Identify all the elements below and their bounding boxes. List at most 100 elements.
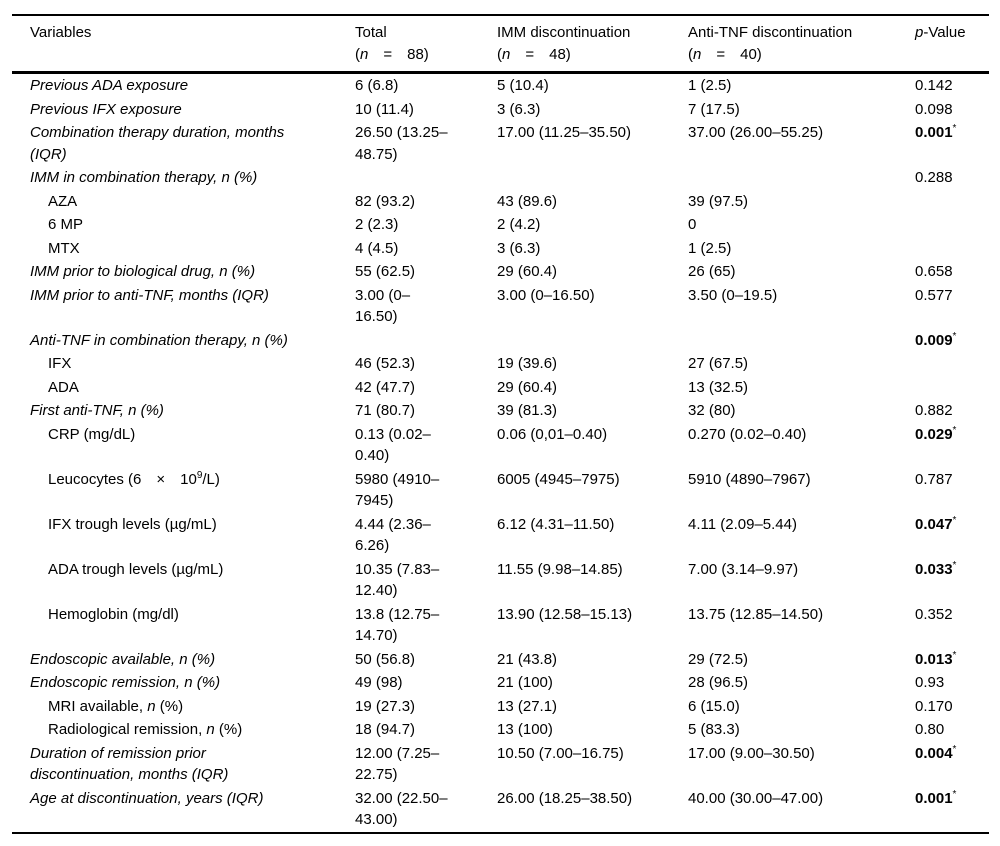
value-cell: 18 (94.7) bbox=[355, 721, 416, 738]
value-cell: 5 (83.3) bbox=[688, 721, 740, 738]
p-value: 0.142 bbox=[915, 77, 953, 94]
superscript-text: 9 bbox=[196, 469, 203, 481]
p-value-cell: 0.013* bbox=[915, 648, 989, 672]
variable-label: IFX trough levels (µg/mL) bbox=[12, 513, 355, 558]
text-segment: MTX bbox=[48, 239, 80, 257]
table-row: Hemoglobin (mg/dl) 13.8 (12.75– 14.70) 13.… bbox=[12, 603, 989, 648]
p-value-cell: 0.047* bbox=[915, 513, 989, 558]
p-value: 0.033 bbox=[915, 560, 953, 578]
variable-label: ADA trough levels (µg/mL) bbox=[12, 558, 355, 603]
table-row: IFX 46 (52.3) 19 (39.6) 27 (67.5) bbox=[12, 352, 989, 376]
p-value-cell: 0.787 bbox=[915, 468, 989, 513]
value-cell: 21 (43.8) bbox=[497, 650, 558, 668]
table-row: Duration of remission prior discontinuat… bbox=[12, 742, 989, 787]
table-row: ADA trough levels (µg/mL) 10.35 (7.83– 12… bbox=[12, 558, 989, 603]
value-cell: 0.13 (0.02– 0.40) bbox=[355, 425, 431, 465]
text-segment: Combination therapy duration, months (IQ… bbox=[30, 124, 285, 163]
text-segment: = 88) bbox=[368, 46, 429, 63]
table-row: Anti-TNF in combination therapy, n (%) 0.… bbox=[12, 329, 989, 353]
text-segment: n bbox=[206, 721, 215, 738]
significance-asterisk: * bbox=[952, 559, 957, 571]
variable-label: Previous ADA exposure bbox=[12, 73, 355, 98]
variable-label: IMM prior to anti-TNF, months (IQR) bbox=[12, 284, 355, 329]
table-body: Previous ADA exposure 6 (6.8) 5 (10.4) 1 (2… bbox=[12, 73, 989, 833]
p-value-cell: 0.80 bbox=[915, 718, 989, 742]
text-segment: ( bbox=[497, 46, 502, 63]
text-segment: IMM prior to anti-TNF, months (IQR) bbox=[30, 286, 269, 304]
p-value-cell bbox=[915, 190, 989, 214]
table-row: Previous ADA exposure 6 (6.8) 5 (10.4) 1 (2… bbox=[12, 73, 989, 98]
table-row: MRI available, n (%) 19 (27.3) 13 (27.1) 6 … bbox=[12, 695, 989, 719]
value-cell: 13.8 (12.75– 14.70) bbox=[355, 605, 440, 645]
column-header-p-value: p-Value bbox=[915, 15, 989, 74]
table-row: Age at discontinuation, years (IQR) 32.00… bbox=[12, 787, 989, 833]
p-value-cell bbox=[915, 213, 989, 237]
value-cell: 3.00 (0– 16.50) bbox=[355, 286, 411, 326]
value-cell: 29 (60.4) bbox=[497, 378, 558, 396]
variable-label: Hemoglobin (mg/dl) bbox=[12, 603, 355, 648]
text-segment: p bbox=[915, 24, 924, 41]
text-segment: IMM prior to biological drug, n (%) bbox=[30, 263, 256, 280]
variable-label: IMM in combination therapy, n (%) bbox=[12, 166, 355, 190]
table-row: AZA 82 (93.2) 43 (89.6) 39 (97.5) bbox=[12, 190, 989, 214]
column-sample-size: (n = 48) bbox=[497, 44, 680, 66]
value-cell: 26.50 (13.25– 48.75) bbox=[355, 124, 448, 163]
value-cell bbox=[355, 329, 497, 353]
p-value: 0.787 bbox=[915, 470, 953, 488]
column-title: IMM discontinuation bbox=[497, 22, 680, 44]
p-value: 0.170 bbox=[915, 697, 953, 715]
p-value-cell: 0.577 bbox=[915, 284, 989, 329]
text-segment: Leucocytes (6 × 10 bbox=[48, 470, 197, 488]
table-row: Endoscopic available, n (%) 50 (56.8) 21 (… bbox=[12, 648, 989, 672]
significance-asterisk: * bbox=[952, 514, 957, 526]
column-header-imm-discontinuation: IMM discontinuation (n = 48) bbox=[497, 15, 688, 74]
text-segment: n bbox=[147, 697, 156, 715]
value-cell: 0 bbox=[688, 216, 697, 233]
p-value: 0.001 bbox=[915, 124, 953, 141]
p-value-cell: 0.93 bbox=[915, 671, 989, 695]
text-segment: IFX bbox=[48, 355, 72, 372]
value-cell: 43 (89.6) bbox=[497, 192, 558, 210]
variable-label: Combination therapy duration, months (IQ… bbox=[12, 121, 355, 166]
value-cell: 13.90 (12.58–15.13) bbox=[497, 605, 633, 623]
significance-asterisk: * bbox=[952, 743, 957, 755]
value-cell: 4.44 (2.36– 6.26) bbox=[355, 515, 431, 555]
variable-label: Endoscopic remission, n (%) bbox=[12, 671, 355, 695]
column-title: Anti-TNF discontinuation bbox=[688, 22, 907, 44]
p-value-cell: 0.098 bbox=[915, 98, 989, 122]
value-cell: 13 (100) bbox=[497, 721, 553, 738]
value-cell: 4.11 (2.09–5.44) bbox=[688, 515, 797, 533]
text-segment: Age at discontinuation, years (IQR) bbox=[30, 789, 264, 807]
variable-label: IMM prior to biological drug, n (%) bbox=[12, 260, 355, 284]
text-segment: (%) bbox=[214, 721, 243, 738]
value-cell: 6 (6.8) bbox=[355, 77, 399, 94]
text-segment: n bbox=[360, 46, 369, 63]
variable-label: CRP (mg/dL) bbox=[12, 423, 355, 468]
variable-label: Endoscopic available, n (%) bbox=[12, 648, 355, 672]
table-row: CRP (mg/dL) 0.13 (0.02– 0.40) 0.06 (0,01–0… bbox=[12, 423, 989, 468]
p-value: 0.882 bbox=[915, 402, 953, 419]
variable-label: MRI available, n (%) bbox=[12, 695, 355, 719]
value-cell: 10.50 (7.00–16.75) bbox=[497, 744, 624, 762]
p-value: 0.80 bbox=[915, 721, 945, 738]
value-cell: 82 (93.2) bbox=[355, 192, 416, 210]
table-row: First anti-TNF, n (%) 71 (80.7) 39 (81.3) 3… bbox=[12, 399, 989, 423]
value-cell: 6.12 (4.31–11.50) bbox=[497, 515, 615, 533]
p-value: 0.098 bbox=[915, 100, 953, 118]
p-value: 0.029 bbox=[915, 425, 953, 443]
text-segment: = 48) bbox=[510, 46, 571, 63]
value-cell: 17.00 (11.25–35.50) bbox=[497, 124, 631, 141]
value-cell: 5 (10.4) bbox=[497, 77, 549, 94]
p-value: 0.009 bbox=[915, 331, 953, 349]
variable-label: Previous IFX exposure bbox=[12, 98, 355, 122]
text-segment: MRI available, bbox=[48, 697, 148, 715]
text-segment: First anti-TNF, n (%) bbox=[30, 402, 164, 419]
p-value: 0.013 bbox=[915, 650, 953, 668]
variable-label: Anti-TNF in combination therapy, n (%) bbox=[12, 329, 355, 353]
p-value-cell: 0.882 bbox=[915, 399, 989, 423]
value-cell: 32 (80) bbox=[688, 402, 736, 419]
text-segment: Duration of remission prior discontinuat… bbox=[30, 744, 229, 784]
significance-asterisk: * bbox=[952, 424, 957, 436]
value-cell: 28 (96.5) bbox=[688, 674, 749, 691]
value-cell: 42 (47.7) bbox=[355, 378, 416, 396]
